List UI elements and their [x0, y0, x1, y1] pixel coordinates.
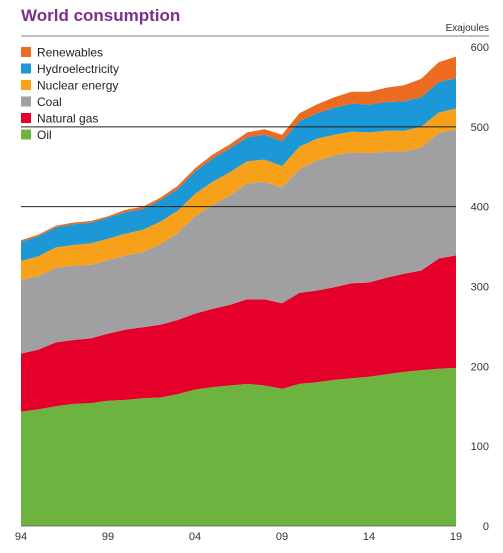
gridlines	[21, 126, 456, 208]
y-tick-label: 500	[471, 122, 489, 134]
legend-swatch-coal	[21, 96, 31, 107]
area-hydroelectricity	[21, 78, 456, 261]
y-tick-label: 600	[471, 42, 489, 54]
legend: Renewables Hydroelectricity Nuclear energy…	[21, 46, 119, 142]
legend-label-natural-gas: Natural gas	[37, 112, 98, 126]
legend-swatch-nuclear-energy	[21, 80, 31, 90]
y-tick-label: 100	[471, 441, 489, 453]
area-coal	[21, 129, 456, 354]
chart-title: World consumption	[21, 6, 181, 25]
legend-swatch-oil	[21, 129, 31, 140]
x-tick-label: 09	[276, 531, 288, 543]
area-renewables	[21, 56, 456, 242]
x-tick-label: 99	[102, 531, 114, 543]
x-axis-ticks: 94 99 04 09 14 19	[15, 531, 462, 543]
x-tick-label: 14	[363, 531, 375, 543]
y-tick-label: 400	[471, 202, 489, 214]
area-nuclear-energy	[21, 108, 456, 281]
area-layers	[21, 56, 456, 526]
y-tick-label: 200	[471, 361, 489, 373]
legend-label-oil: Oil	[37, 128, 52, 142]
legend-label-coal: Coal	[37, 95, 62, 109]
y-axis-unit-label: Exajoules	[446, 23, 489, 34]
y-tick-label: 0	[483, 521, 489, 533]
legend-swatch-hydroelectricity	[21, 63, 31, 74]
legend-swatch-natural-gas	[21, 113, 31, 123]
x-tick-label: 19	[450, 531, 462, 543]
area-oil	[21, 367, 456, 526]
legend-label-hydroelectricity: Hydroelectricity	[37, 62, 119, 76]
legend-label-renewables: Renewables	[37, 46, 103, 60]
legend-label-nuclear-energy: Nuclear energy	[37, 79, 118, 93]
x-tick-label: 94	[15, 531, 27, 543]
y-axis-ticks: 0 100 200 300 400 500 600	[471, 42, 489, 533]
area-natural-gas	[21, 255, 456, 412]
x-tick-label: 04	[189, 531, 201, 543]
y-tick-label: 300	[471, 282, 489, 294]
legend-swatch-renewables	[21, 47, 31, 57]
